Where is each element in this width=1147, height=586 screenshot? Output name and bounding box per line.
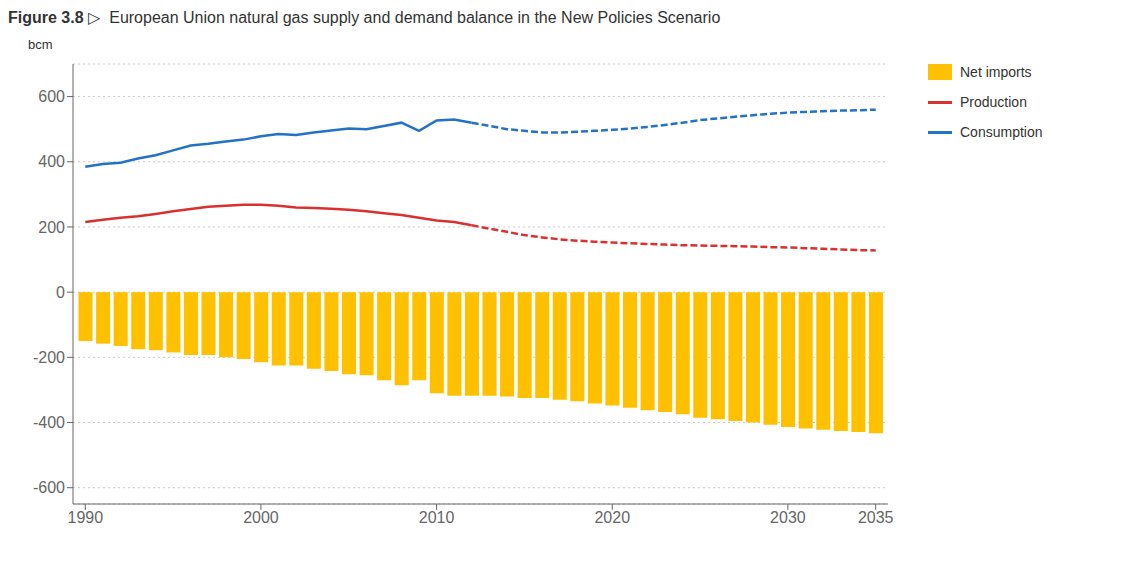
- svg-text:-600: -600: [33, 479, 65, 496]
- svg-text:0: 0: [56, 284, 65, 301]
- html-text:Figure 3.8 ▷ European Union na: Figure 3.8 ▷ European Union natural gas …: [8, 9, 721, 26]
- svg-text:2035: 2035: [858, 509, 894, 526]
- svg-text:2030: 2030: [770, 509, 806, 526]
- svg-text:400: 400: [38, 153, 65, 170]
- html-text:Net imports: Net imports: [960, 64, 1032, 80]
- svg-text:-200: -200: [33, 349, 65, 366]
- svg-text:2020: 2020: [594, 509, 630, 526]
- svg-text:2010: 2010: [419, 509, 455, 526]
- svg-text:-400: -400: [33, 414, 65, 431]
- svg-text:1990: 1990: [67, 509, 103, 526]
- html-text:bcm: bcm: [28, 37, 53, 52]
- svg-text:200: 200: [38, 219, 65, 236]
- svg-text:2000: 2000: [243, 509, 279, 526]
- html-text:Production: Production: [960, 94, 1027, 110]
- svg-text:600: 600: [38, 88, 65, 105]
- html-text:Consumption: Consumption: [960, 124, 1043, 140]
